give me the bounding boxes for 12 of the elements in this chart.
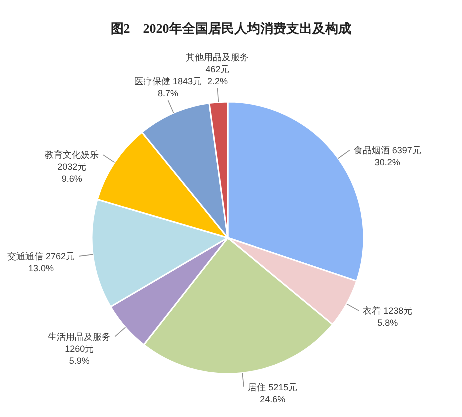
slice-label: 衣着 1238元 5.8% (363, 306, 413, 328)
chart-title: 图2 2020年全国居民人均消费支出及构成 (110, 20, 352, 38)
slice-label: 生活用品及服务 (48, 332, 112, 342)
data-label: 1260元 5.9% (65, 344, 94, 366)
slice-label: 医疗保健 1843元 8.7% (134, 76, 202, 98)
slice-label: 交通通信 2762元 13.0% (8, 252, 76, 274)
slice-label: 其他用品及服务 (186, 52, 250, 62)
slice-label: 居住 5215元 24.6% (248, 382, 298, 404)
slice-label: 食品烟酒 6397元 30.2% (354, 146, 422, 168)
data-label: 462元 2.2% (206, 64, 230, 86)
data-label: 2032元 9.6% (58, 162, 87, 184)
slice-label: 教育文化娱乐 (45, 150, 100, 160)
